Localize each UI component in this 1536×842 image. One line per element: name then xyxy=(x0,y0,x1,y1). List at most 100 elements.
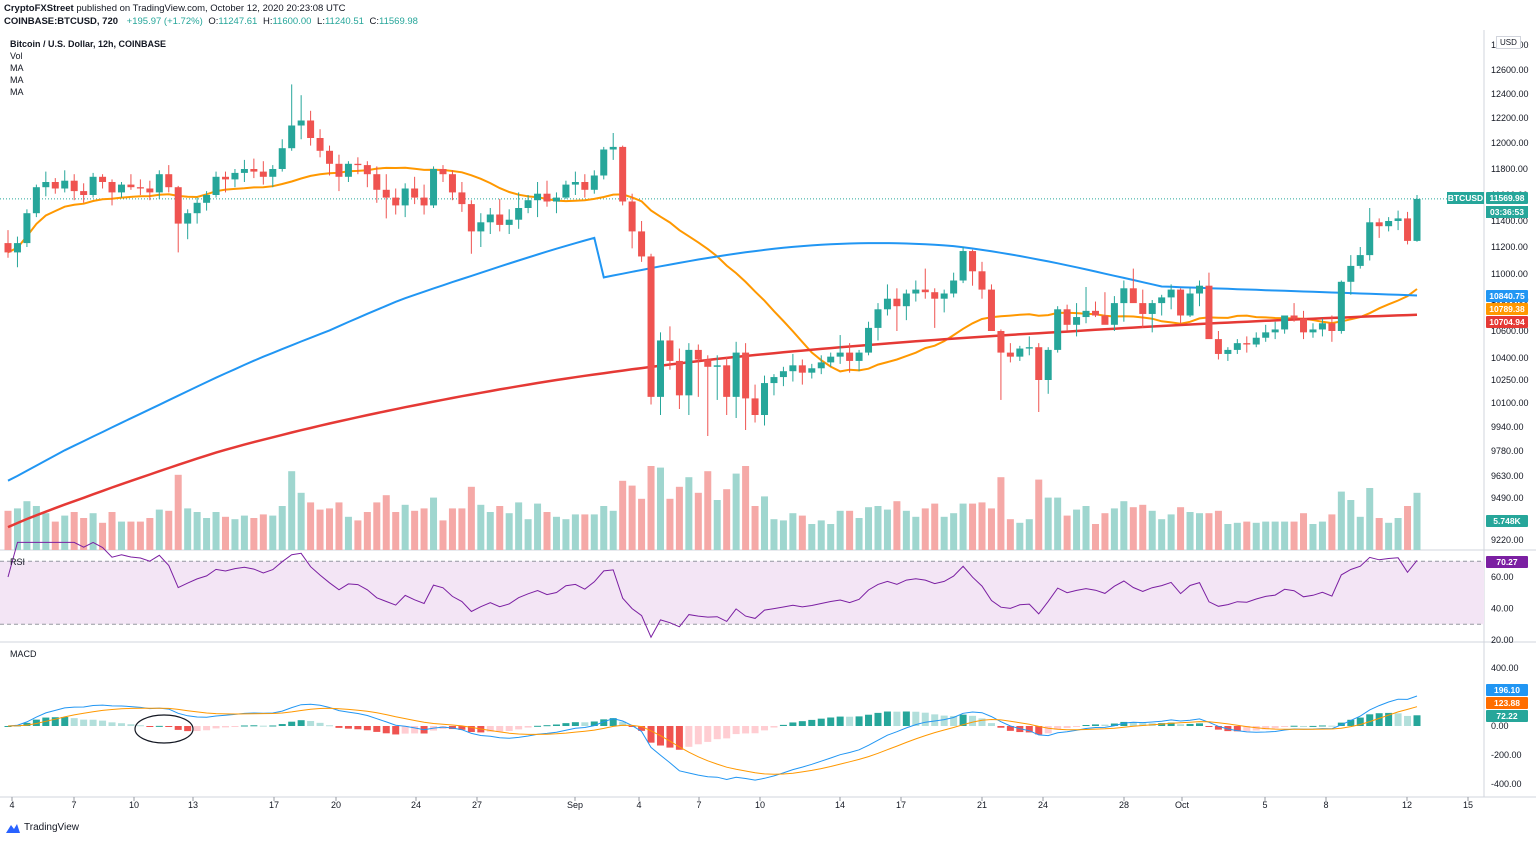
tradingview-logo[interactable]: TradingView xyxy=(6,822,79,833)
symbol-label: COINBASE:BTCUSD, 720 xyxy=(4,16,119,27)
legend-ma-1[interactable]: MA xyxy=(10,63,24,73)
macd-hist-bar xyxy=(1214,726,1222,730)
candle-body xyxy=(723,365,731,397)
rsi-pane-label[interactable]: RSI xyxy=(10,557,26,567)
macd-hist-bar xyxy=(1366,714,1374,726)
price-tick-label: 9780.00 xyxy=(1491,446,1524,456)
legend-vol[interactable]: Vol xyxy=(10,51,23,61)
macd-hist-bar xyxy=(552,724,560,726)
macd-hist-bar xyxy=(1167,722,1175,726)
candle-body xyxy=(827,356,835,363)
macd-hist-bar xyxy=(751,726,759,734)
volume-bar xyxy=(704,471,712,550)
volume-bar xyxy=(1177,507,1185,550)
macd-pane-label[interactable]: MACD xyxy=(10,649,37,659)
time-tick-label: 10 xyxy=(129,800,139,810)
volume-bar xyxy=(987,508,995,550)
candle-body xyxy=(1252,337,1260,345)
candle-body xyxy=(89,176,97,195)
macd-hist-bar xyxy=(534,725,542,727)
volume-bar xyxy=(269,515,277,550)
volume-bar xyxy=(1309,524,1317,550)
candle-body xyxy=(685,349,693,396)
volume-badge: 5.748K xyxy=(1486,515,1528,527)
candle-body xyxy=(1309,329,1317,333)
volume-bar xyxy=(51,521,59,550)
volume-bar xyxy=(1186,512,1194,550)
macd-hist-bar xyxy=(1196,723,1204,726)
macd-hist-bar xyxy=(136,725,144,727)
macd-hist-bar xyxy=(212,726,220,729)
macd-hist-bar xyxy=(486,726,494,732)
candle-body xyxy=(108,182,116,193)
chart-title: Bitcoin / U.S. Dollar, 12h, COINBASE xyxy=(10,39,167,49)
macd-hist-bar xyxy=(562,723,570,726)
candle-body xyxy=(382,189,390,198)
volume-bar xyxy=(562,519,570,550)
candle-body xyxy=(1233,343,1241,350)
volume-bar xyxy=(779,520,787,550)
volume-bar xyxy=(912,516,920,550)
candle-body xyxy=(297,120,305,126)
candle-body xyxy=(136,187,144,189)
volume-bar xyxy=(1129,507,1137,550)
volume-bar xyxy=(931,503,939,550)
candle-body xyxy=(288,125,296,149)
candle-body xyxy=(779,371,787,378)
candle-body xyxy=(1054,309,1062,350)
candle-body xyxy=(392,197,400,206)
volume-bar xyxy=(515,502,523,550)
candle-body xyxy=(1148,303,1156,314)
legend-ma-3[interactable]: MA xyxy=(10,87,24,97)
open-label: O: xyxy=(208,16,219,27)
volume-bar xyxy=(969,503,977,550)
volume-bar xyxy=(420,508,428,550)
macd-hist-bar xyxy=(1006,726,1014,731)
volume-bar xyxy=(382,495,390,550)
candle-body xyxy=(1300,318,1308,333)
rsi-value-badge: 70.27 xyxy=(1486,556,1528,568)
candle-body xyxy=(997,331,1005,353)
currency-label[interactable]: USD xyxy=(1496,36,1521,49)
candle-body xyxy=(250,169,258,172)
volume-bar xyxy=(231,519,239,550)
candle-body xyxy=(13,243,21,253)
candle-body xyxy=(893,298,901,307)
candle-body xyxy=(458,192,466,205)
volume-bar xyxy=(259,514,267,550)
volume-bar xyxy=(1243,521,1251,550)
volume-bar xyxy=(240,515,248,550)
macd-hist-bar xyxy=(23,722,31,726)
publisher-name[interactable]: CryptoFXStreet xyxy=(4,3,74,14)
signal-value-badge: 123.88 xyxy=(1486,697,1528,709)
volume-bar xyxy=(723,489,731,550)
rsi-tick-label: 60.00 xyxy=(1491,572,1514,582)
candle-body xyxy=(694,349,702,360)
legend-ma-2[interactable]: MA xyxy=(10,75,24,85)
time-tick-label: 28 xyxy=(1119,800,1129,810)
macd-hist-bar xyxy=(666,726,674,748)
volume-bar xyxy=(713,500,721,550)
last-price-badge: 11569.98 xyxy=(1486,192,1528,204)
candle-body xyxy=(1110,303,1118,325)
volume-bar xyxy=(1006,519,1014,550)
candle-body xyxy=(1413,198,1421,241)
candle-body xyxy=(666,340,674,361)
volume-bar xyxy=(675,486,683,550)
candle-body xyxy=(1073,317,1081,325)
macd-histogram xyxy=(4,711,1421,750)
price-tick-label: 9490.00 xyxy=(1491,493,1524,503)
price-tick-label: 9220.00 xyxy=(1491,535,1524,545)
volume-bar xyxy=(70,512,78,550)
volume-bar xyxy=(1035,479,1043,550)
candle-body xyxy=(411,188,419,198)
candle-body xyxy=(335,163,343,177)
rsi-tick-label: 20.00 xyxy=(1491,635,1514,645)
volume-bar xyxy=(628,485,636,550)
time-tick-label: 4 xyxy=(9,800,14,810)
volume-bar xyxy=(997,477,1005,550)
macd-hist-bar xyxy=(770,726,778,728)
volume-bar xyxy=(89,513,97,550)
macd-hist-bar xyxy=(808,719,816,726)
